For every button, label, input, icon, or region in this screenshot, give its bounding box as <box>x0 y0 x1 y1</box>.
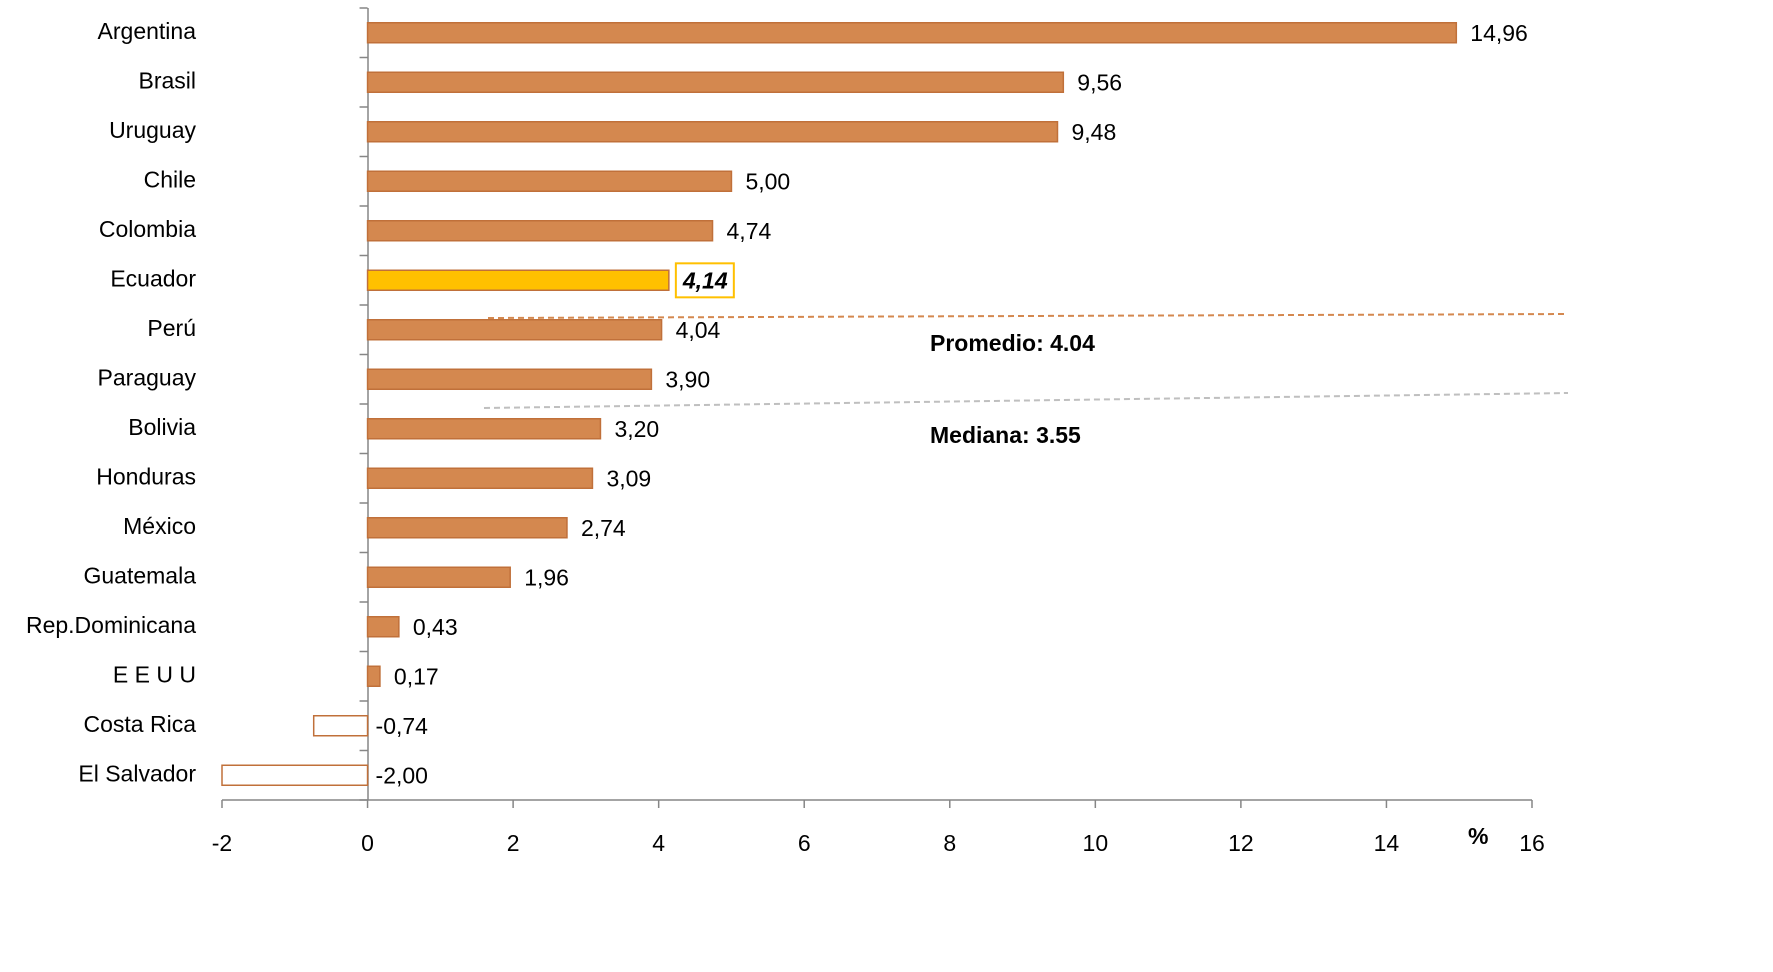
x-tick-label: 10 <box>1083 830 1109 856</box>
y-tick-label: Bolivia <box>128 414 196 440</box>
x-tick-label: 6 <box>798 830 811 856</box>
bar <box>366 467 594 489</box>
value-label: 4,74 <box>727 218 772 244</box>
bar <box>221 764 369 786</box>
value-label: 9,48 <box>1071 119 1116 145</box>
y-tick-label: Costa Rica <box>84 711 197 737</box>
x-tick-label: -2 <box>212 830 232 856</box>
value-label: 14,96 <box>1470 20 1528 46</box>
value-label: -0,74 <box>376 713 429 739</box>
y-tick-label: Uruguay <box>109 117 196 143</box>
average-line <box>487 313 1569 319</box>
x-tick-label: 2 <box>507 830 520 856</box>
bar <box>366 269 670 291</box>
y-tick-label: Argentina <box>98 18 197 44</box>
y-tick-label: Paraguay <box>98 364 197 390</box>
x-axis-label: % <box>1468 823 1488 849</box>
y-tick-label: Colombia <box>99 216 196 242</box>
annotation: Mediana: 3.55 <box>930 422 1081 448</box>
value-label: 5,00 <box>745 168 790 194</box>
x-tick-label: 8 <box>943 830 956 856</box>
value-label: 4,04 <box>676 317 721 343</box>
bar <box>366 566 511 588</box>
x-tick-label: 16 <box>1519 830 1545 856</box>
bar <box>366 418 602 440</box>
bar <box>366 616 400 638</box>
y-tick-label: Rep.Dominicana <box>26 612 196 638</box>
y-tick-label: Ecuador <box>110 265 196 291</box>
median-line <box>483 392 1569 409</box>
bar <box>366 220 714 242</box>
y-tick-label: Brasil <box>138 67 196 93</box>
bar <box>366 71 1065 93</box>
bar <box>366 170 733 192</box>
bar <box>366 665 381 687</box>
bar <box>366 319 663 341</box>
y-tick-label: México <box>123 513 196 539</box>
y-tick-label: Chile <box>144 166 196 192</box>
y-tick-label: El Salvador <box>78 760 196 786</box>
bar <box>366 517 568 539</box>
y-tick-label: E E U U <box>113 661 196 687</box>
annotation: Promedio: 4.04 <box>930 330 1095 356</box>
y-tick-label: Guatemala <box>83 562 196 588</box>
bar <box>366 22 1458 44</box>
value-label-box <box>674 262 735 299</box>
value-label: -2,00 <box>376 762 428 788</box>
value-label: 3,90 <box>665 366 710 392</box>
value-label: 0,43 <box>413 614 458 640</box>
x-tick-label: 0 <box>361 830 374 856</box>
bar <box>366 121 1059 143</box>
value-label: 4,14 <box>682 267 728 293</box>
bar <box>366 368 653 390</box>
value-label: 2,74 <box>581 515 626 541</box>
x-tick-label: 4 <box>652 830 665 856</box>
value-label: 9,56 <box>1077 69 1122 95</box>
y-tick-label: Perú <box>147 315 196 341</box>
bar <box>312 715 369 737</box>
value-label: 0,17 <box>394 663 439 689</box>
x-tick-label: 12 <box>1228 830 1254 856</box>
value-label: 1,96 <box>524 564 569 590</box>
y-tick-label: Honduras <box>96 463 196 489</box>
value-label: 3,20 <box>614 416 659 442</box>
x-tick-label: 14 <box>1374 830 1400 856</box>
value-label: 3,09 <box>606 465 651 491</box>
